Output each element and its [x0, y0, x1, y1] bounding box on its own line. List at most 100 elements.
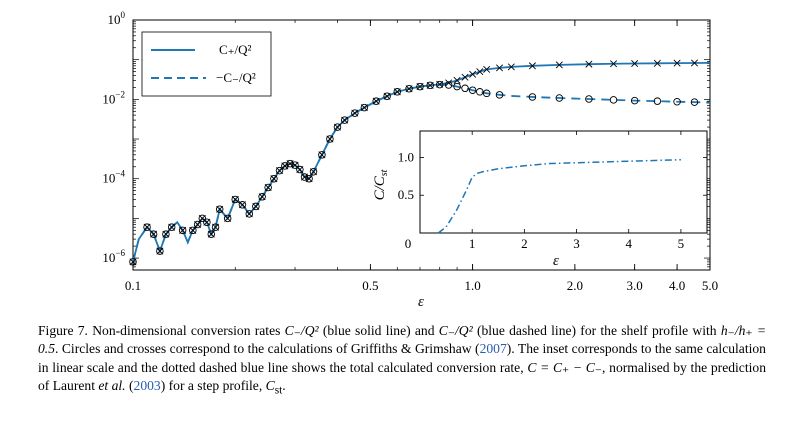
caption-etal: et al. — [98, 378, 126, 394]
cross-marker-stroke — [168, 223, 176, 231]
x-tick-label: 5.0 — [702, 278, 718, 293]
cross-marker-stroke — [383, 92, 391, 100]
cross-marker-stroke — [296, 166, 304, 174]
circle-marker — [690, 98, 699, 106]
caption-ref-2[interactable]: 2003 — [133, 378, 161, 394]
cross-marker — [631, 60, 639, 68]
inset-x-tick-label: 3 — [573, 236, 580, 251]
inset-frame — [419, 130, 708, 234]
cross-marker — [461, 73, 469, 81]
caption-text-4: . Circles and crosses correspond to the … — [55, 341, 480, 357]
circle-marker — [129, 258, 137, 266]
cross-marker-stroke — [198, 214, 206, 222]
circle-marker — [309, 167, 318, 176]
y-tick-label: 10−2 — [102, 89, 125, 106]
cross-marker — [212, 223, 220, 231]
cross-marker — [495, 64, 504, 72]
cross-marker — [416, 83, 424, 91]
cross-marker-stroke — [528, 62, 536, 70]
circle-marker — [238, 201, 247, 209]
caption-text-1: Non-dimensional conversion rates — [87, 323, 285, 338]
circle-marker — [585, 95, 593, 103]
circle-marker — [223, 214, 232, 223]
inset-plot: 0 1 2 3 4 5 0.5 1.0 ε C/Cst — [372, 130, 708, 269]
cross-marker-stroke — [179, 226, 187, 234]
cross-marker-stroke — [231, 195, 239, 203]
cross-marker — [426, 81, 434, 89]
cross-marker-stroke — [216, 205, 224, 213]
cross-marker-stroke — [162, 230, 170, 238]
cross-marker-stroke — [469, 70, 477, 78]
circle-marker — [286, 159, 294, 168]
cross-marker — [555, 61, 563, 69]
cross-marker-stroke — [305, 175, 313, 183]
cross-marker-stroke — [258, 193, 266, 201]
main-x-axis-label: ε — [418, 294, 424, 310]
cross-marker-stroke — [212, 223, 220, 231]
cross-marker — [453, 76, 461, 84]
cross-marker-stroke — [150, 230, 158, 238]
cross-marker-stroke — [224, 214, 232, 222]
circle-marker — [426, 81, 434, 90]
circle-marker — [203, 218, 211, 226]
circle-marker — [528, 93, 537, 101]
circle-marker — [149, 230, 158, 238]
legend-entry-2: −C₋/Q² — [216, 70, 256, 85]
cross-marker-stroke — [245, 210, 253, 218]
circle-marker — [193, 220, 202, 229]
circle-marker — [275, 166, 284, 175]
y-tick-label-base: 10 — [102, 171, 115, 186]
y-tick-label-exponent: 0 — [121, 10, 126, 20]
cross-marker — [162, 230, 170, 238]
caption-math-1: C₋/Q² — [284, 323, 319, 338]
circle-marker — [215, 205, 224, 213]
circle-marker — [318, 151, 326, 159]
cross-marker — [383, 92, 391, 100]
caption-text-6: , normalised by the prediction of Lauren… — [38, 359, 766, 394]
cross-marker-stroke — [203, 218, 211, 226]
cross-marker — [690, 59, 698, 67]
circle-marker — [264, 183, 272, 192]
cross-marker-stroke — [291, 161, 299, 169]
caption-text-8: ) for a step profile, — [160, 378, 266, 394]
y-tick-label-exponent: −4 — [115, 169, 125, 179]
circle-marker — [198, 214, 207, 223]
cross-marker — [673, 59, 681, 67]
circle-marker — [291, 161, 299, 169]
y-tick-label-base: 10 — [102, 91, 115, 106]
x-tick-label: 0.5 — [362, 278, 378, 293]
cross-marker — [275, 167, 284, 175]
circle-marker — [673, 98, 681, 106]
circle-marker — [333, 123, 342, 131]
inset-y-tick-label: 0.5 — [398, 187, 414, 202]
cross-marker-stroke — [264, 183, 272, 192]
caption-label: Figure 7. — [38, 323, 88, 338]
circle-marker — [653, 97, 662, 105]
circle-marker — [211, 223, 220, 231]
cross-marker-stroke — [483, 65, 491, 73]
circle-marker — [167, 223, 176, 231]
circle-marker — [405, 85, 413, 93]
legend-box — [141, 31, 272, 97]
caption-math-5: C — [265, 378, 275, 394]
circle-marker — [156, 247, 164, 255]
x-tick-label: 0.1 — [125, 278, 141, 293]
cross-marker — [333, 123, 341, 131]
cross-marker-stroke — [416, 83, 424, 91]
legend-entry-1: C₊/Q² — [219, 42, 252, 57]
cross-marker — [216, 205, 224, 213]
circle-marker — [270, 174, 278, 183]
cross-marker-stroke — [129, 258, 137, 266]
caption-ref-1[interactable]: 2007 — [479, 341, 507, 357]
cross-marker — [264, 183, 272, 192]
circle-marker — [461, 84, 469, 93]
cross-marker-stroke — [393, 88, 401, 96]
y-tick-label: 10−6 — [102, 248, 125, 265]
circle-marker — [416, 82, 424, 91]
circle-marker — [555, 94, 564, 102]
x-tick-label: 4.0 — [669, 278, 685, 293]
cross-marker-stroke — [341, 116, 349, 124]
